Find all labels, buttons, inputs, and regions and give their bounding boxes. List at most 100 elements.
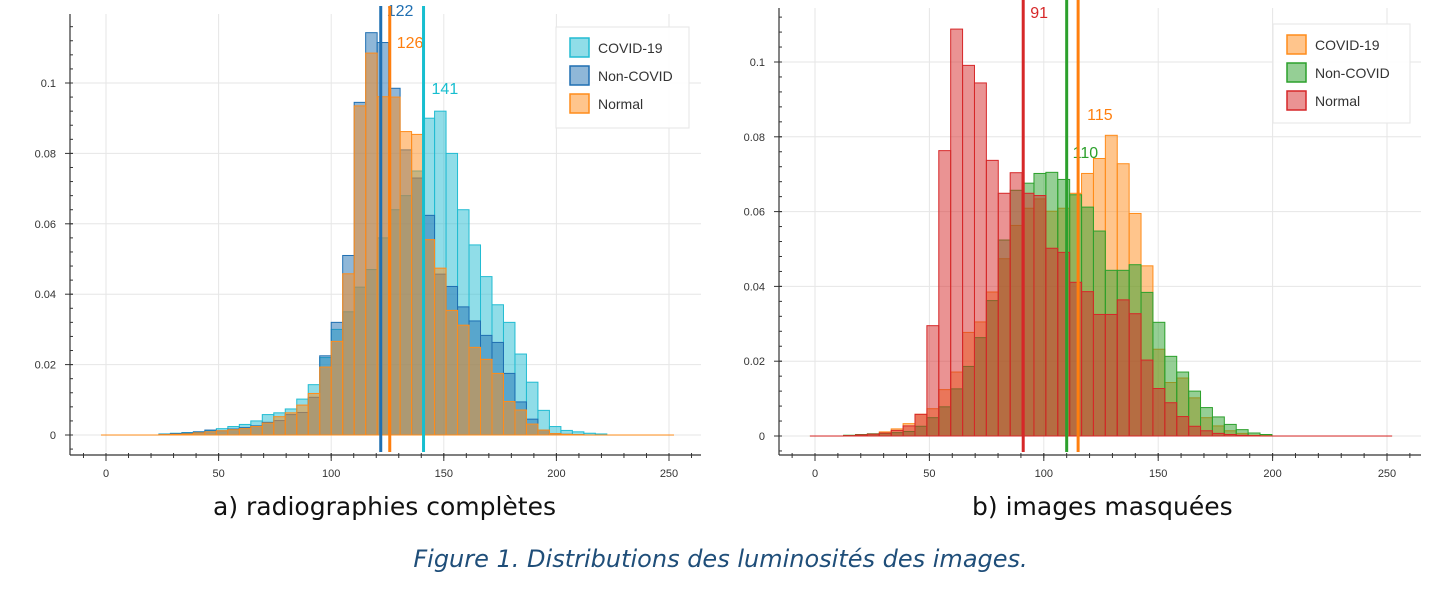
histogram-bar (169, 433, 183, 436)
histogram-bar (1045, 247, 1059, 437)
x-tick-label: 0 (103, 468, 109, 480)
histogram-bar (1116, 299, 1130, 437)
histogram-bar (1033, 195, 1047, 437)
subplot-a-caption: a) radiographies complètes (213, 492, 557, 521)
histogram-bar (1009, 172, 1023, 437)
histogram-bar (1211, 432, 1225, 437)
histogram-bar (854, 434, 868, 437)
y-tick-label: 0.04 (744, 281, 765, 293)
histogram-bar (250, 426, 263, 436)
mean-label: 126 (397, 35, 424, 52)
histogram-bar (491, 372, 504, 436)
histogram-bar (1128, 313, 1142, 437)
x-tick-label: 50 (212, 468, 224, 480)
y-tick-label: 0.08 (35, 148, 56, 160)
histogram-bar (548, 433, 562, 436)
histogram-bars (100, 32, 675, 436)
histogram-bars (809, 28, 1393, 437)
y-tick-label: 0.08 (744, 132, 765, 144)
x-tick-label: 150 (435, 468, 453, 480)
histogram-bar (376, 96, 390, 436)
y-tick-label: 0.06 (744, 207, 765, 219)
x-tick-label: 250 (1378, 468, 1396, 480)
histogram-bar (1200, 430, 1213, 437)
histogram-bar (537, 429, 550, 436)
histogram-bar (353, 105, 367, 436)
histogram-bar (997, 192, 1011, 437)
histogram-bar (261, 422, 275, 436)
histogram-bar (273, 416, 286, 436)
histogram-bar (1188, 425, 1202, 437)
legend-swatch (569, 37, 590, 58)
mean-label: 91 (1030, 5, 1048, 22)
histogram-bar (926, 325, 940, 437)
legend-label: COVID-19 (1315, 37, 1380, 53)
subplot-b-caption: b) images masquées (972, 492, 1233, 521)
legend-swatch (569, 65, 590, 86)
histogram-bar (411, 133, 424, 436)
legend-swatch (1286, 90, 1307, 111)
histogram-bar (457, 324, 470, 436)
histogram-bar (985, 159, 999, 437)
histogram-bar (468, 346, 482, 436)
histogram-bar (1235, 434, 1249, 437)
histogram-bar (215, 430, 229, 436)
histogram-bar (525, 423, 539, 436)
series-normal (809, 28, 1393, 437)
x-tick-label: 200 (1263, 468, 1281, 480)
series-normal (100, 52, 675, 436)
histogram-bar (238, 428, 252, 436)
histogram-bar (284, 412, 298, 436)
histogram-bar (962, 64, 975, 437)
histogram-bar (227, 429, 240, 436)
histogram-bar (560, 433, 573, 436)
histogram-bar (181, 433, 194, 436)
x-tick-label: 50 (923, 468, 935, 480)
y-tick-label: 0.04 (35, 289, 56, 301)
mean-label: 141 (432, 81, 459, 98)
histogram-bar (480, 358, 493, 436)
legend-swatch (1286, 62, 1307, 83)
histogram-bar (204, 431, 217, 436)
histogram-bar (514, 409, 527, 436)
y-tick-label: 0.1 (750, 57, 765, 69)
y-tick-label: 0.1 (41, 78, 56, 90)
chart-a: 122 126 141 0 0.02 0.04 0.06 0.08 0.1 0 50 100 150 20… (35, 3, 701, 480)
histogram-bar (319, 366, 332, 436)
x-tick-label: 200 (547, 468, 565, 480)
histogram-bar (938, 150, 952, 437)
histogram-bar (902, 425, 916, 437)
y-tick-label: 0.02 (744, 356, 765, 368)
y-tick-label: 0.02 (35, 360, 56, 372)
histogram-bar (330, 340, 344, 436)
histogram-bar (445, 309, 459, 436)
histogram-bar (878, 432, 892, 437)
histogram-bar (1104, 313, 1118, 437)
figure-caption: Figure 1. Distributions des luminosités … (413, 545, 1028, 573)
legend-label: Normal (598, 96, 643, 112)
legend-label: Non-COVID (598, 68, 673, 84)
histogram-bar (973, 82, 987, 437)
histogram-bar (866, 433, 880, 437)
histogram-bar (399, 131, 413, 436)
histogram-bar (1069, 281, 1083, 437)
chart-b: 91 110 115 0 0.02 0.04 0.06 0.08 0.1 0 50 100 150 200… (744, 0, 1421, 480)
histogram-bar (1223, 434, 1237, 437)
y-tick-label: 0 (759, 431, 765, 443)
histogram-bar (296, 404, 309, 436)
histogram-bar (914, 413, 928, 437)
histogram-bar (1140, 359, 1154, 437)
x-tick-label: 0 (812, 468, 818, 480)
y-tick-label: 0.06 (35, 219, 56, 231)
x-tick-label: 250 (660, 468, 678, 480)
histogram-bar (307, 392, 321, 436)
histogram-bar (502, 401, 516, 436)
histogram-bar (434, 267, 447, 436)
legend-label: Non-COVID (1315, 65, 1390, 81)
legend-label: COVID-19 (598, 40, 663, 56)
legend-swatch (1286, 34, 1307, 55)
histogram-bar (890, 429, 904, 437)
x-tick-label: 100 (1035, 468, 1053, 480)
mean-label: 122 (387, 3, 414, 20)
histogram-bar (1176, 416, 1190, 437)
